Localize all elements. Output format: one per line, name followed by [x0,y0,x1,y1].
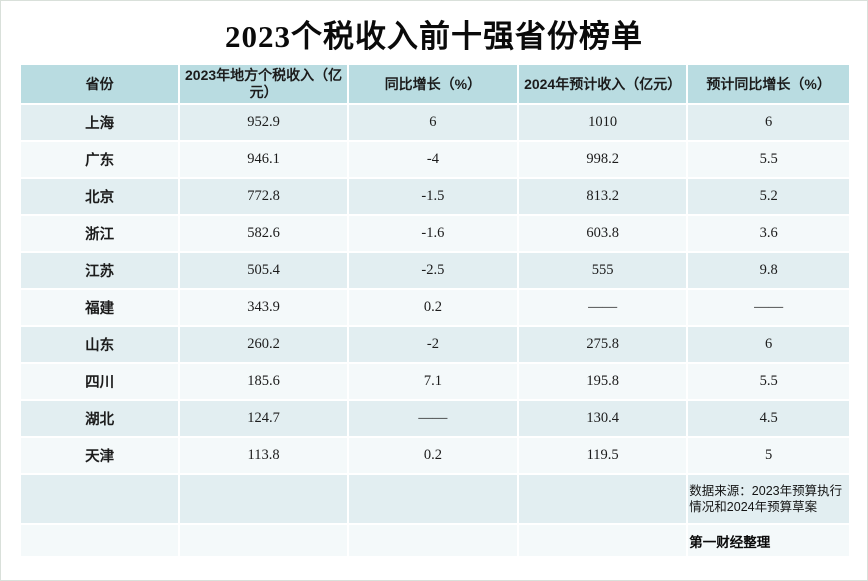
province-cell: 四川 [18,362,181,401]
col-header-expected-2024: 2024年预计收入（亿元） [516,63,689,105]
income-2023-cell: 260.2 [178,325,349,364]
expected-2024-cell: 130.4 [516,399,689,438]
income-2023-cell: 505.4 [178,251,349,290]
empty-cell [178,473,349,525]
expected-growth-cell: 5.5 [686,140,851,179]
col-header-yoy-growth: 同比增长（%） [346,63,519,105]
expected-2024-cell: 555 [516,251,689,290]
yoy-growth-cell: -1.5 [346,177,519,216]
province-cell: 广东 [18,140,181,179]
table-footer-credit-row: 第一财经整理 [18,523,851,558]
expected-growth-cell: 9.8 [686,251,851,290]
expected-2024-cell: 1010 [516,103,689,142]
yoy-growth-cell: 0.2 [346,436,519,475]
income-2023-cell: 582.6 [178,214,349,253]
income-2023-cell: 124.7 [178,399,349,438]
expected-2024-cell: 813.2 [516,177,689,216]
data-source-note: 数据来源：2023年预算执行情况和2024年预算草案 [686,473,851,525]
col-header-income-2023: 2023年地方个税收入（亿元） [178,63,349,105]
yoy-growth-cell: 6 [346,103,519,142]
expected-growth-cell: —— [686,288,851,327]
income-2023-cell: 113.8 [178,436,349,475]
empty-cell [18,473,181,525]
province-cell: 浙江 [18,214,181,253]
yoy-growth-cell: -4 [346,140,519,179]
province-cell: 湖北 [18,399,181,438]
income-2023-cell: 343.9 [178,288,349,327]
expected-growth-cell: 5.5 [686,362,851,401]
expected-growth-cell: 5.2 [686,177,851,216]
province-cell: 福建 [18,288,181,327]
col-header-expected-growth: 预计同比增长（%） [686,63,851,105]
province-cell: 江苏 [18,251,181,290]
credit-note: 第一财经整理 [686,523,851,558]
expected-2024-cell: 603.8 [516,214,689,253]
table-row-guangdong: 广东 946.1 -4 998.2 5.5 [18,140,851,179]
page-title: 2023个税收入前十强省份榜单 [225,19,643,54]
expected-growth-cell: 6 [686,103,851,142]
expected-2024-cell: 119.5 [516,436,689,475]
table-row-fujian: 福建 343.9 0.2 —— —— [18,288,851,327]
expected-growth-cell: 6 [686,325,851,364]
income-2023-cell: 772.8 [178,177,349,216]
table-row-sichuan: 四川 185.6 7.1 195.8 5.5 [18,362,851,401]
empty-cell [18,523,181,558]
province-cell: 山东 [18,325,181,364]
empty-cell [178,523,349,558]
table-header-row: 省份 2023年地方个税收入（亿元） 同比增长（%） 2024年预计收入（亿元）… [18,63,851,105]
table-footer-source-row: 数据来源：2023年预算执行情况和2024年预算草案 [18,473,851,525]
expected-growth-cell: 4.5 [686,399,851,438]
expected-growth-cell: 5 [686,436,851,475]
yoy-growth-cell: —— [346,399,519,438]
table-row-tianjin: 天津 113.8 0.2 119.5 5 [18,436,851,475]
table-row-shandong: 山东 260.2 -2 275.8 6 [18,325,851,364]
yoy-growth-cell: -1.6 [346,214,519,253]
expected-growth-cell: 3.6 [686,214,851,253]
empty-cell [346,473,519,525]
expected-2024-cell: 195.8 [516,362,689,401]
table-row-zhejiang: 浙江 582.6 -1.6 603.8 3.6 [18,214,851,253]
col-header-province: 省份 [18,63,181,105]
yoy-growth-cell: -2 [346,325,519,364]
expected-2024-cell: 998.2 [516,140,689,179]
province-cell: 上海 [18,103,181,142]
yoy-growth-cell: 0.2 [346,288,519,327]
province-cell: 天津 [18,436,181,475]
table-row-shanghai: 上海 952.9 6 1010 6 [18,103,851,142]
income-2023-cell: 952.9 [178,103,349,142]
yoy-growth-cell: 7.1 [346,362,519,401]
empty-cell [516,473,689,525]
table-row-jiangsu: 江苏 505.4 -2.5 555 9.8 [18,251,851,290]
table-row-hubei: 湖北 124.7 —— 130.4 4.5 [18,399,851,438]
expected-2024-cell: 275.8 [516,325,689,364]
expected-2024-cell: —— [516,288,689,327]
income-2023-cell: 946.1 [178,140,349,179]
empty-cell [346,523,519,558]
empty-cell [516,523,689,558]
table-row-beijing: 北京 772.8 -1.5 813.2 5.2 [18,177,851,216]
province-cell: 北京 [18,177,181,216]
tax-ranking-table: 省份 2023年地方个税收入（亿元） 同比增长（%） 2024年预计收入（亿元）… [18,63,851,558]
income-2023-cell: 185.6 [178,362,349,401]
yoy-growth-cell: -2.5 [346,251,519,290]
